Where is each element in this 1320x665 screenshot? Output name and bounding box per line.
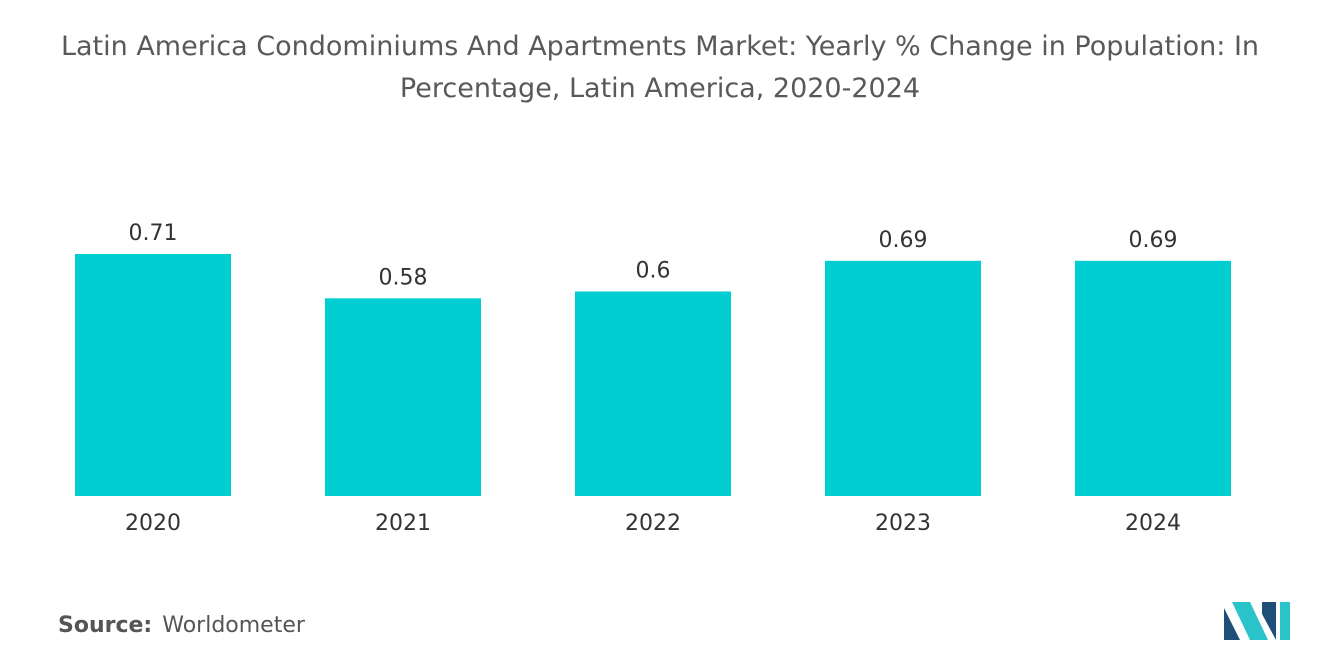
x-axis-tick-labels: 2020 2021 2022 2023 2024: [125, 511, 1181, 536]
value-labels-group: 0.71 0.58 0.6 0.69 0.69: [129, 221, 1178, 290]
bar-2020: [75, 254, 231, 496]
mordor-intelligence-logo-icon: [1224, 602, 1290, 640]
source-key: Source:: [58, 613, 153, 638]
bar-value-label-2023: 0.69: [879, 228, 928, 253]
bars-group: [75, 254, 1231, 496]
bar-value-label-2022: 0.6: [636, 258, 671, 283]
x-tick-label-2024: 2024: [1125, 511, 1181, 536]
x-tick-label-2023: 2023: [875, 511, 931, 536]
bar-2022: [575, 291, 731, 496]
bar-value-label-2020: 0.71: [129, 221, 178, 246]
chart-title: Latin America Condominiums And Apartment…: [60, 31, 1260, 104]
x-tick-label-2022: 2022: [625, 511, 681, 536]
source-note: Source: Worldometer: [58, 613, 305, 638]
bar-2021: [325, 298, 481, 496]
source-value: Worldometer: [162, 613, 305, 638]
bar-value-label-2021: 0.58: [379, 265, 428, 290]
x-tick-label-2021: 2021: [375, 511, 431, 536]
bar-2024: [1075, 260, 1231, 496]
x-tick-label-2020: 2020: [125, 511, 181, 536]
bar-value-label-2024: 0.69: [1129, 228, 1178, 253]
bar-2023: [825, 260, 981, 496]
